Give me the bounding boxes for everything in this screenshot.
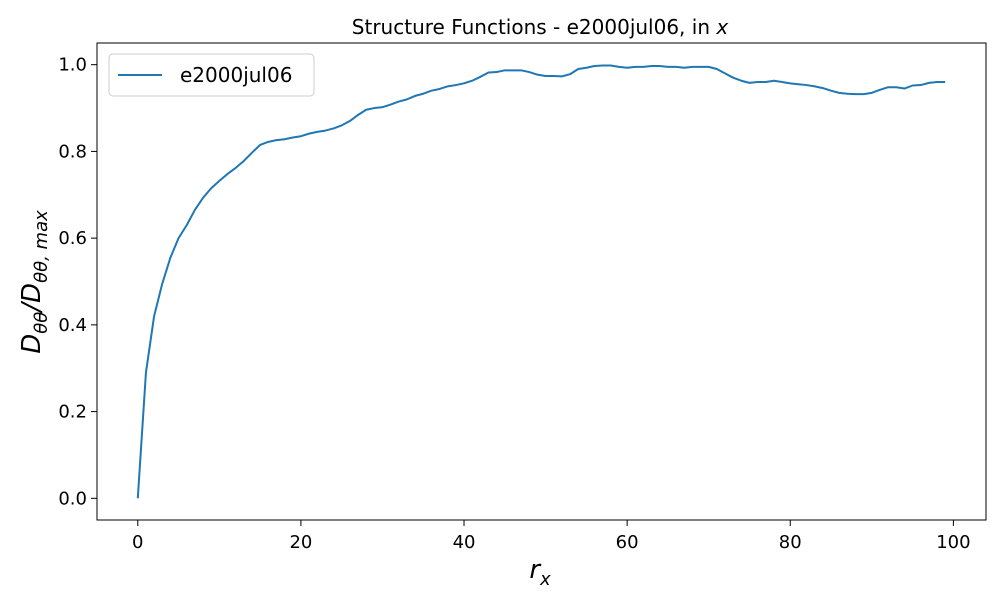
legend-box xyxy=(108,53,315,97)
x-tick-label: 0 xyxy=(132,532,143,553)
series-layer xyxy=(136,64,946,499)
x-axis-label: rx xyxy=(529,555,551,590)
x-tick-label: 80 xyxy=(779,532,802,553)
chart-title: Structure Functions - e2000jul06, in x xyxy=(352,15,729,39)
x-tick-label: 20 xyxy=(289,532,312,553)
x-tick-label: 60 xyxy=(616,532,639,553)
y-axis: 0.0 0.2 0.4 0.6 0.8 1.0 xyxy=(58,55,97,509)
y-tick-label: 0.8 xyxy=(58,141,87,162)
legend-entry-label: e2000jul06 xyxy=(180,63,292,87)
legend: e2000jul06 xyxy=(108,53,315,97)
y-tick-label: 0.4 xyxy=(58,315,87,336)
series-line-0 xyxy=(136,64,946,499)
x-axis: 0 20 40 60 80 100 xyxy=(132,520,971,553)
plot-area: 0 20 40 60 80 100 0.0 0.2 0.4 0.6 0.8 1.0 xyxy=(58,42,987,553)
y-axis-label: Dθθ/Dθθ, max xyxy=(17,210,52,354)
y-tick-label: 0.6 xyxy=(58,228,87,249)
x-tick-label: 40 xyxy=(453,532,476,553)
y-tick-label: 1.0 xyxy=(58,55,87,76)
x-tick-label: 100 xyxy=(936,532,970,553)
y-tick-label: 0.0 xyxy=(58,488,87,509)
plot-frame xyxy=(96,42,987,521)
y-tick-label: 0.2 xyxy=(58,402,87,423)
